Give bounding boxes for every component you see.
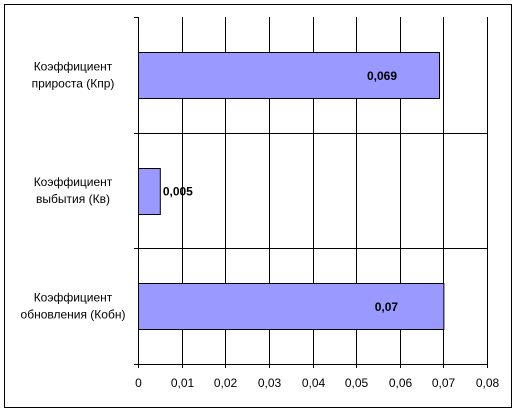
x-tick-label: 0,07 [432,376,456,390]
x-tick-label: 0,08 [476,376,500,390]
x-tick-label: 0,03 [258,376,282,390]
category-label-line: Коэффициент [34,175,113,189]
x-tick-label: 0,02 [214,376,238,390]
category-label-line: обновления (Кобн) [21,308,126,322]
category-label-line: Коэффициент [34,59,113,73]
bar [138,168,161,215]
bar-value-label: 0,069 [367,69,397,83]
bar [138,283,445,330]
x-tick-label: 0,05 [345,376,369,390]
category-label: Коэффициент обновления (Кобн) [21,291,126,322]
category-label: Коэффициент выбытия (Кв) [34,175,113,206]
category-label-line: Коэффициент [34,291,113,305]
x-tick-label: 0,06 [389,376,413,390]
category-label-line: выбытия (Кв) [36,192,110,206]
x-tick-label: 0,01 [171,376,195,390]
x-tick-label: 0,04 [302,376,326,390]
category-label-line: прироста (Кпр) [32,76,115,90]
bar [138,52,441,99]
category-label: Коэффициент прироста (Кпр) [32,59,115,90]
bar-value-label: 0,005 [163,185,193,199]
bar-value-label: 0,07 [375,300,399,314]
x-tick-label: 0 [135,376,142,390]
